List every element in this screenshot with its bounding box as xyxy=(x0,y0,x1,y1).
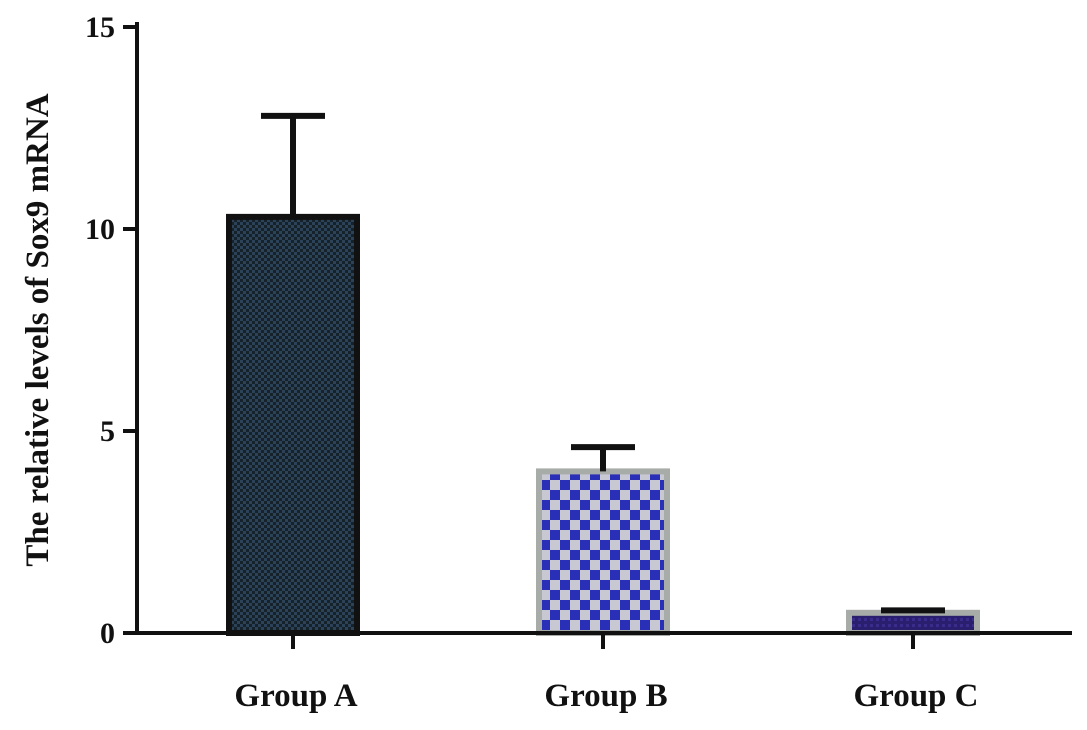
category-labels: Group A Group B Group C xyxy=(234,678,978,714)
bar-group-b xyxy=(536,468,670,636)
bar-group-a xyxy=(226,213,360,636)
y-tick-label: 5 xyxy=(100,415,115,448)
y-tick-label: 0 xyxy=(100,617,115,650)
bar-group-c xyxy=(846,609,980,636)
y-tick-label: 15 xyxy=(85,11,115,44)
x-tick-label: Group A xyxy=(234,678,357,714)
y-axis-title-group: The relative levels of Sox9 mRNA xyxy=(20,93,56,566)
error-bars xyxy=(261,112,945,614)
y-tick-label: 10 xyxy=(85,213,115,246)
y-axis-ticks: 0 5 10 15 xyxy=(85,11,137,650)
x-tick-label: Group C xyxy=(853,678,978,714)
y-axis-title: The relative levels of Sox9 mRNA xyxy=(20,93,56,566)
bars xyxy=(226,213,980,636)
x-axis-ticks xyxy=(291,633,915,649)
x-tick-label: Group B xyxy=(544,678,667,714)
